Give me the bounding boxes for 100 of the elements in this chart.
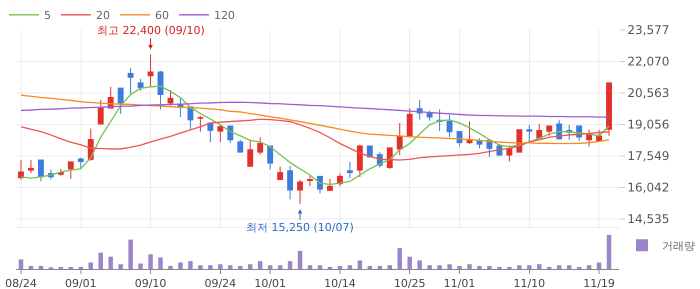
legend-label: 20: [96, 9, 110, 22]
x-tick-label: 09/10: [134, 277, 166, 289]
bar: [566, 265, 572, 269]
x-tick-label: 09/24: [204, 277, 236, 289]
bar: [527, 265, 532, 269]
candlestick: [168, 89, 174, 106]
bar: [218, 264, 223, 269]
candlestick: [327, 178, 333, 192]
legend-label: 거래량: [662, 240, 695, 253]
legend-label: 60: [154, 9, 169, 22]
legend-label: 120: [214, 9, 235, 22]
x-tick-label: 11/10: [513, 277, 546, 289]
bar: [18, 259, 24, 269]
bar: [407, 256, 412, 269]
candlestick: [466, 121, 472, 145]
annotation: 최고 22,400 (09/10): [97, 24, 205, 37]
bar: [138, 264, 143, 269]
bar: [28, 266, 34, 269]
candlestick: [38, 160, 44, 182]
bar: [298, 250, 302, 269]
bar: [188, 261, 193, 269]
bar: [88, 262, 93, 269]
x-tick-label: 11/19: [583, 277, 615, 289]
line-series: [20, 86, 610, 186]
bar: [148, 254, 153, 269]
bar: [467, 264, 472, 269]
candlestick: [346, 161, 353, 179]
bar: [178, 262, 183, 269]
bar: [517, 265, 522, 269]
y-tick-label: 20,563: [627, 86, 670, 100]
bar: [606, 234, 612, 269]
bar: [338, 266, 342, 269]
bar: [38, 266, 44, 269]
bar: [427, 265, 432, 269]
candlestick: [187, 106, 194, 130]
candlestick: [197, 116, 204, 132]
candlestick: [138, 78, 144, 92]
bar: [198, 265, 203, 269]
bar: [128, 240, 133, 269]
bar: [258, 261, 262, 269]
candlestick: [98, 100, 104, 126]
annotation: 최저 15,250 (10/07): [246, 221, 354, 234]
x-tick-label: 08/24: [5, 277, 37, 289]
bar: [278, 265, 282, 269]
bar: [238, 266, 242, 269]
y-tick-label: 14,535: [627, 212, 670, 226]
legend-label: 5: [44, 9, 51, 22]
bar: [477, 266, 482, 269]
bar: [397, 248, 402, 269]
candlestick: [18, 160, 24, 180]
bar: [228, 265, 233, 269]
bar: [447, 264, 452, 269]
bar: [158, 257, 163, 269]
candlestick: [267, 146, 274, 170]
x-tick-label: 09/01: [64, 277, 97, 289]
x-tick-label: 11/01: [444, 277, 476, 289]
bar: [556, 265, 562, 269]
bar: [388, 265, 392, 269]
candlestick: [28, 160, 34, 174]
y-tick-label: 16,042: [627, 180, 670, 195]
candlestick: [237, 139, 244, 153]
candlestick: [356, 144, 363, 178]
bar: [378, 266, 382, 269]
candlestick: [506, 144, 512, 162]
bar: [457, 266, 462, 269]
y-tick-label: 19,056: [627, 118, 670, 132]
candlestick: [606, 82, 612, 136]
candlestick: [456, 131, 462, 148]
bar: [487, 266, 492, 269]
bar: [417, 260, 422, 269]
bar: [208, 265, 213, 269]
candlestick: [217, 124, 224, 143]
bar: [98, 252, 103, 269]
candlestick: [257, 136, 264, 156]
line-series: [20, 94, 610, 144]
bar: [288, 261, 292, 269]
bar: [108, 256, 113, 269]
candlestick: [158, 70, 164, 110]
candlestick: [287, 165, 294, 200]
candlestick: [277, 166, 284, 180]
bar: [537, 264, 542, 269]
candlestick: [78, 157, 84, 170]
bar: [596, 262, 602, 269]
y-tick-label: 17,549: [627, 149, 670, 164]
bar: [308, 265, 312, 269]
candlestick: [307, 176, 313, 187]
candlestick: [446, 114, 452, 138]
bar: [348, 265, 352, 269]
bar: [268, 265, 272, 269]
candlestick: [247, 139, 254, 167]
candlestick: [68, 161, 74, 180]
x-tick-label: 10/25: [394, 277, 426, 289]
y-tick-label: 23,577: [627, 22, 670, 37]
x-tick-label: 10/14: [324, 277, 356, 289]
candlestick: [207, 122, 214, 143]
bar: [368, 266, 372, 269]
x-tick-label: 10/01: [254, 277, 286, 289]
candlestick: [128, 67, 134, 96]
candlestick: [118, 88, 124, 114]
candlestick: [526, 124, 532, 143]
